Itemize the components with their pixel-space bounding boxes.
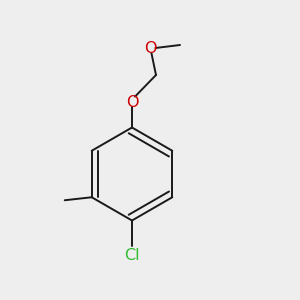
Text: O: O	[126, 94, 138, 110]
Text: O: O	[144, 40, 156, 56]
Text: Cl: Cl	[124, 248, 140, 263]
